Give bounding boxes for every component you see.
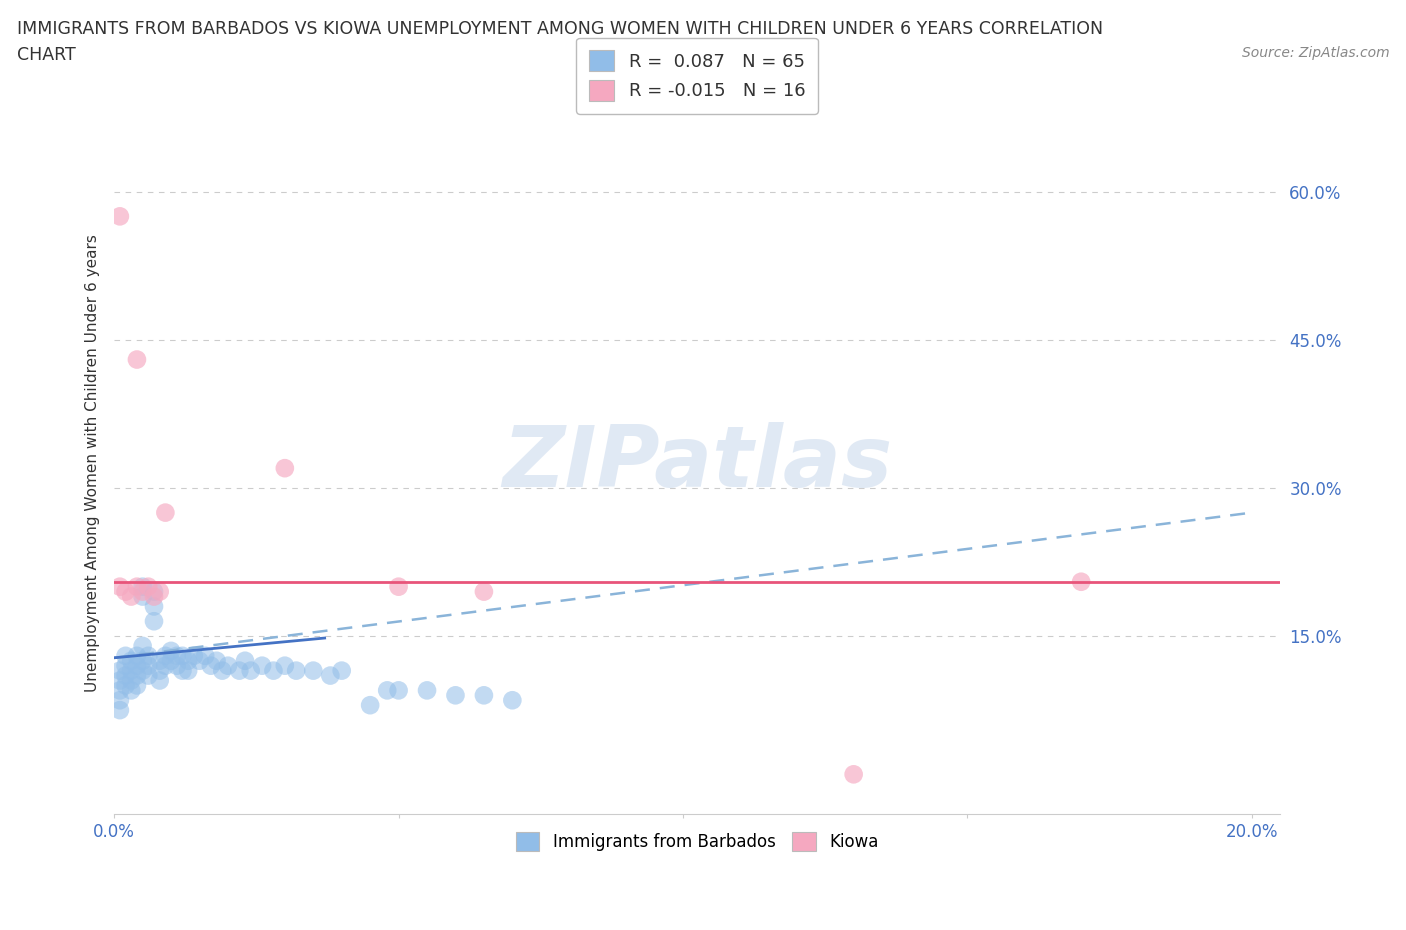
- Point: [205, 653, 228, 668]
- Point: [120, 663, 142, 678]
- Point: [108, 683, 131, 698]
- Point: [166, 648, 188, 663]
- Point: [183, 648, 205, 663]
- Point: [228, 663, 250, 678]
- Point: [149, 663, 172, 678]
- Point: [125, 648, 148, 663]
- Point: [285, 663, 308, 678]
- Point: [177, 663, 200, 678]
- Point: [160, 644, 183, 658]
- Point: [131, 639, 153, 654]
- Point: [131, 584, 153, 599]
- Point: [149, 673, 172, 688]
- Point: [125, 352, 148, 367]
- Point: [172, 663, 194, 678]
- Point: [416, 683, 439, 698]
- Point: [359, 698, 381, 712]
- Text: ZIPatlas: ZIPatlas: [502, 421, 893, 505]
- Point: [188, 653, 211, 668]
- Point: [387, 683, 409, 698]
- Point: [120, 589, 142, 604]
- Point: [108, 673, 131, 688]
- Point: [217, 658, 239, 673]
- Point: [120, 673, 142, 688]
- Point: [166, 658, 188, 673]
- Point: [375, 683, 398, 698]
- Point: [125, 658, 148, 673]
- Point: [1070, 575, 1092, 590]
- Point: [262, 663, 284, 678]
- Point: [143, 584, 166, 599]
- Point: [155, 658, 177, 673]
- Legend: Immigrants from Barbados, Kiowa: Immigrants from Barbados, Kiowa: [509, 826, 884, 858]
- Point: [330, 663, 353, 678]
- Point: [114, 668, 136, 683]
- Point: [143, 614, 166, 629]
- Point: [120, 653, 142, 668]
- Point: [194, 648, 217, 663]
- Point: [155, 648, 177, 663]
- Point: [239, 663, 262, 678]
- Point: [149, 653, 172, 668]
- Point: [211, 663, 233, 678]
- Text: CHART: CHART: [17, 46, 76, 64]
- Point: [250, 658, 273, 673]
- Point: [136, 579, 159, 594]
- Point: [114, 584, 136, 599]
- Point: [125, 678, 148, 693]
- Point: [302, 663, 325, 678]
- Point: [472, 584, 495, 599]
- Point: [233, 653, 256, 668]
- Point: [143, 599, 166, 614]
- Point: [108, 663, 131, 678]
- Point: [274, 658, 297, 673]
- Point: [136, 648, 159, 663]
- Point: [136, 658, 159, 673]
- Point: [114, 648, 136, 663]
- Point: [131, 653, 153, 668]
- Point: [120, 683, 142, 698]
- Point: [108, 693, 131, 708]
- Point: [387, 579, 409, 594]
- Point: [125, 668, 148, 683]
- Point: [319, 668, 342, 683]
- Point: [444, 688, 467, 703]
- Point: [108, 209, 131, 224]
- Point: [172, 648, 194, 663]
- Point: [177, 653, 200, 668]
- Point: [155, 505, 177, 520]
- Y-axis label: Unemployment Among Women with Children Under 6 years: Unemployment Among Women with Children U…: [86, 234, 100, 692]
- Point: [842, 767, 865, 782]
- Point: [149, 584, 172, 599]
- Point: [131, 579, 153, 594]
- Point: [160, 653, 183, 668]
- Point: [125, 579, 148, 594]
- Text: IMMIGRANTS FROM BARBADOS VS KIOWA UNEMPLOYMENT AMONG WOMEN WITH CHILDREN UNDER 6: IMMIGRANTS FROM BARBADOS VS KIOWA UNEMPL…: [17, 20, 1102, 38]
- Point: [114, 658, 136, 673]
- Point: [200, 658, 222, 673]
- Text: Source: ZipAtlas.com: Source: ZipAtlas.com: [1241, 46, 1389, 60]
- Point: [501, 693, 523, 708]
- Point: [108, 579, 131, 594]
- Point: [136, 668, 159, 683]
- Point: [274, 460, 297, 475]
- Point: [114, 678, 136, 693]
- Point: [108, 703, 131, 718]
- Point: [472, 688, 495, 703]
- Point: [131, 663, 153, 678]
- Point: [131, 589, 153, 604]
- Point: [143, 589, 166, 604]
